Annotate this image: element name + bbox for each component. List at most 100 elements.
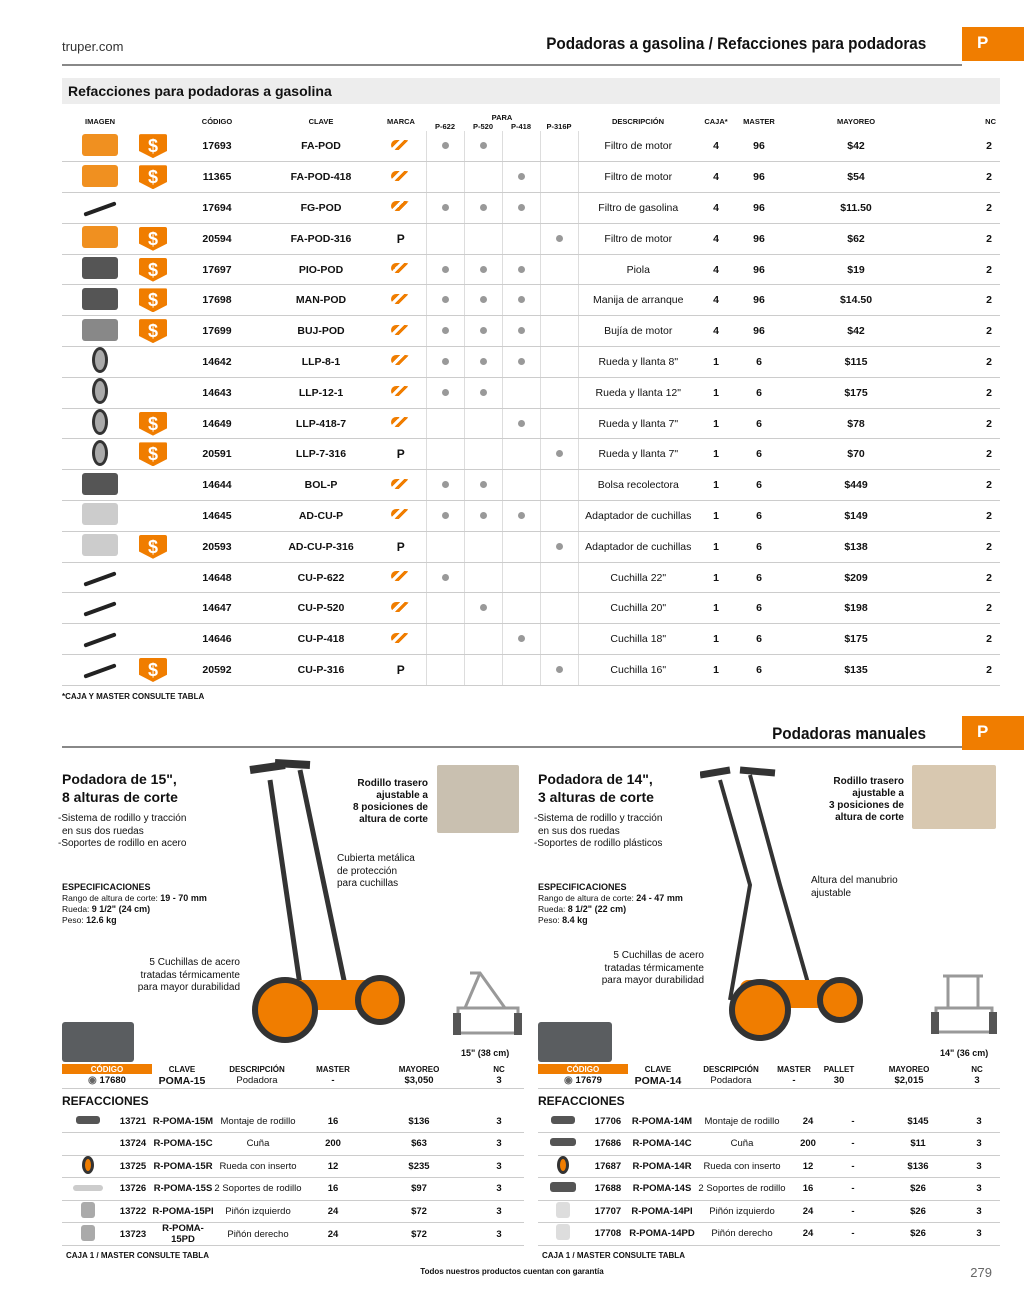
blade-adapter-image (82, 503, 118, 526)
mower15-note: CAJA 1 / MASTER CONSULTE TABLA (66, 1251, 209, 1260)
table-row: ◉ 17680 POMA-15 Podadora - $3,050 3 (62, 1074, 524, 1089)
section-title: Refacciones para podadoras a gasolina (62, 78, 1000, 104)
mower15-features: -Sistema de rodillo y tracción en sus dos… (58, 813, 187, 849)
air-filter-image (82, 133, 118, 156)
col-imagen: IMAGEN (85, 117, 115, 126)
mower15-refacciones: REFACCIONES (62, 1094, 149, 1108)
wheel-image (92, 439, 108, 466)
price-tag-icon: $ (139, 226, 167, 251)
truper-logo-icon (390, 417, 411, 428)
air-filter-image (82, 226, 118, 249)
table-row: 17687 R-POMA-14R Rueda con inserto 12- $136 3 (538, 1155, 1000, 1178)
wheel-image (82, 1155, 94, 1174)
mower14-features: -Sistema de rodillo y tracción en sus dos… (534, 813, 663, 849)
table-row: 17694 FG-POD Filtro de gasolina 4 96 $11.50 2 (62, 192, 1001, 224)
section2-rule (62, 746, 962, 748)
price-tag-icon: $ (139, 319, 167, 344)
eye-icon[interactable]: ◉ (88, 1075, 100, 1087)
mower14-image (700, 766, 863, 1041)
table-row: $14649 LLP-418-7 Rueda y llanta 7" 1 6 $78 2 (62, 408, 1001, 440)
price-tag-icon: $ (139, 534, 167, 559)
section2-tab: P (962, 716, 1024, 750)
mower15-parts-table: 13721 R-POMA-15M Montaje de rodillo 16 $136 3… (62, 1110, 524, 1246)
roller-photo-14 (912, 765, 996, 829)
table-row: 14643 LLP-12-1 Rueda y llanta 12" 1 6 $175 2 (62, 377, 1001, 409)
table-row: 17706 R-POMA-14M Montaje de rodillo 24- $145… (538, 1110, 1000, 1133)
pinion-image (81, 1201, 95, 1218)
col-p622: P-622 (434, 122, 455, 131)
table-row: $17698 MAN-POD Manija de arranque 4 96 $14.50… (62, 284, 1001, 317)
blade-image (83, 663, 117, 679)
table-row: 14646 CU-P-418 Cuchilla 18" 1 6 $175 2 (62, 623, 1001, 656)
pull-cord-image (82, 257, 118, 280)
truper-logo-icon (390, 601, 411, 612)
mower14-refacciones: REFACCIONES (538, 1094, 625, 1108)
section2-title: Podadoras manuales (772, 724, 926, 743)
mower14-front-icon (931, 974, 997, 1034)
table-row: $20594 FA-POD-316 P Filtro de motor 4 96 $62 2 (62, 223, 1001, 255)
mower15-size: 15" (38 cm) (461, 1048, 510, 1058)
table-row: 17707 R-POMA-14PI Piñón izquierdo 24- $26 3 (538, 1200, 1000, 1223)
truper-logo-icon (390, 355, 411, 366)
mower14-size: 14" (36 cm) (940, 1048, 989, 1058)
price-tag-icon: $ (139, 165, 167, 190)
wheel-image (92, 378, 108, 405)
pinion-image (556, 1224, 570, 1241)
price-tag-icon: $ (139, 257, 167, 282)
table-row: $20592 CU-P-316 P Cuchilla 16" 1 6 $135 2 (62, 654, 1001, 686)
table-row: 14645 AD-CU-P Adaptador de cuchillas 1 6 $149… (62, 500, 1001, 532)
col-p418: P-418 (510, 122, 531, 131)
table-row: 13721 R-POMA-15M Montaje de rodillo 16 $136 3 (62, 1110, 524, 1133)
col-p316: P-316P (546, 122, 572, 131)
pinion-image (556, 1201, 570, 1218)
price-tag-icon: $ (139, 442, 167, 467)
roller-photo-15 (437, 765, 519, 833)
truper-logo-icon (390, 324, 411, 335)
table-row: 13725 R-POMA-15R Rueda con inserto 12 $235 3 (62, 1155, 524, 1178)
table-row: 14648 CU-P-622 Cuchilla 22" 1 6 $209 2 (62, 562, 1001, 594)
fuel-filter-image (83, 201, 117, 217)
eye-icon[interactable]: ◉ (564, 1075, 576, 1087)
truper-logo-icon (390, 509, 411, 520)
section-tab: P (962, 27, 1024, 61)
col-mayoreo: MAYOREO (836, 117, 876, 126)
mower15-specs: ESPECIFICACIONES Rango de altura de cort… (62, 882, 207, 925)
parts-table: IMAGEN CÓDIGO CLAVE MARCA PARA DESCRIPCIÓN CAJ… (62, 112, 1001, 686)
table-row: 17686 R-POMA-14C Cuña 200- $11 3 (538, 1132, 1000, 1156)
mower14-title: Podadora de 14", (538, 771, 653, 787)
blade-adapter-image (82, 534, 118, 557)
wheel-image (557, 1155, 569, 1174)
col-master: MASTER (743, 117, 775, 126)
col-descripcion: DESCRIPCIÓN (611, 117, 665, 126)
truper-logo-icon (390, 571, 411, 582)
mower14-panel: Podadora de 14", 3 alturas de corte (538, 770, 654, 806)
air-filter-image (82, 164, 118, 187)
truper-logo-icon (390, 170, 411, 181)
table-row: 13726 R-POMA-15S 2 Soportes de rodillo 16 $9… (62, 1177, 524, 1201)
col-caja: CAJA* (704, 117, 728, 126)
table-row: $20593 AD-CU-P-316 P Adaptador de cuchillas… (62, 531, 1001, 563)
bracket-image (73, 1185, 103, 1192)
pinion-image (81, 1224, 95, 1241)
blade-image (83, 632, 117, 648)
truper-logo-icon (390, 263, 411, 274)
grass-bag-image (82, 472, 118, 495)
mower15-title: Podadora de 15", (62, 771, 177, 787)
price-tag-icon: $ (139, 657, 167, 682)
table-row: 13722 R-POMA-15PI Piñón izquierdo 24 $72 3 (62, 1200, 524, 1223)
table-note: *CAJA Y MASTER CONSULTE TABLA (62, 692, 205, 701)
wheel-image (92, 409, 108, 436)
mower15-main-table: CÓDIGO CLAVE DESCRIPCIÓN MASTER MAYOREO NC ◉ … (62, 1064, 524, 1089)
table-row: 17688 R-POMA-14S 2 Soportes de rodillo 16- $… (538, 1177, 1000, 1201)
mower15-blades-caption: 5 Cuchillas de acero tratadas térmicament… (137, 957, 240, 993)
roller-image (76, 1115, 100, 1124)
mower14-subtitle: 3 alturas de corte (538, 789, 654, 805)
truper-logo-icon (390, 386, 411, 397)
mower14-box-image (538, 1022, 612, 1062)
col-marca: MARCA (387, 117, 415, 126)
table-row: $20591 LLP-7-316 P Rueda y llanta 7" 1 6 $70 2 (62, 438, 1001, 471)
bracket-image (550, 1182, 576, 1193)
col-nc: NC (985, 117, 997, 126)
